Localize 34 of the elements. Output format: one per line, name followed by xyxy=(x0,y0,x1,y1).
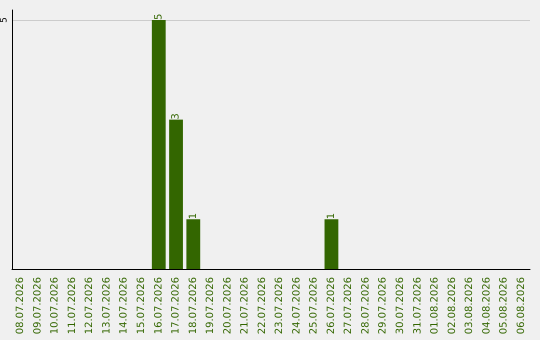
x-tick-label: 15.07.2026 xyxy=(136,277,147,334)
data-label: 1 xyxy=(188,212,199,220)
x-tick-label: 24.07.2026 xyxy=(291,277,302,334)
x-tick-label: 10.07.2026 xyxy=(50,277,61,334)
x-tick-label: 02.08.2026 xyxy=(446,277,458,334)
x-tick-label: 04.08.2026 xyxy=(481,277,492,334)
x-tick-label: 20.07.2026 xyxy=(222,277,234,334)
x-tick-label: 26.07.2026 xyxy=(326,277,337,334)
x-tick-label: 17.07.2026 xyxy=(170,277,182,334)
x-tick-label: 22.07.2026 xyxy=(256,277,268,334)
x-tick-label: 18.07.2026 xyxy=(188,277,199,334)
x-tick-label: 08.07.2026 xyxy=(15,277,26,334)
x-tick-label: 05.08.2026 xyxy=(498,277,510,334)
x-tick-label: 16.07.2026 xyxy=(153,277,164,334)
x-tick-label: 11.07.2026 xyxy=(66,277,78,334)
x-tick-label: 06.08.2026 xyxy=(516,277,527,334)
x-tick-label: 28.07.2026 xyxy=(360,277,372,334)
data-label: 5 xyxy=(153,14,164,20)
x-tick-label: 25.07.2026 xyxy=(308,277,320,334)
data-label: 3 xyxy=(170,113,182,120)
x-tick-label: 12.07.2026 xyxy=(84,277,96,334)
x-tick-label: 21.07.2026 xyxy=(240,277,251,334)
x-tick-label: 03.08.2026 xyxy=(464,277,476,334)
x-tick-label: 19.07.2026 xyxy=(205,277,216,334)
x-tick-label: 09.07.2026 xyxy=(32,277,44,334)
x-tick-label: 13.07.2026 xyxy=(101,277,112,334)
data-label: 1 xyxy=(326,212,337,220)
x-tick-label: 31.07.2026 xyxy=(412,277,424,334)
x-tick-label: 14.07.2026 xyxy=(118,277,130,334)
x-tick-label: 30.07.2026 xyxy=(395,277,406,334)
x-tick-label: 01.08.2026 xyxy=(430,277,441,334)
x-tick-label: 27.07.2026 xyxy=(343,277,354,334)
x-tick-label: 29.07.2026 xyxy=(378,277,389,334)
x-tick-label: 23.07.2026 xyxy=(274,277,286,334)
